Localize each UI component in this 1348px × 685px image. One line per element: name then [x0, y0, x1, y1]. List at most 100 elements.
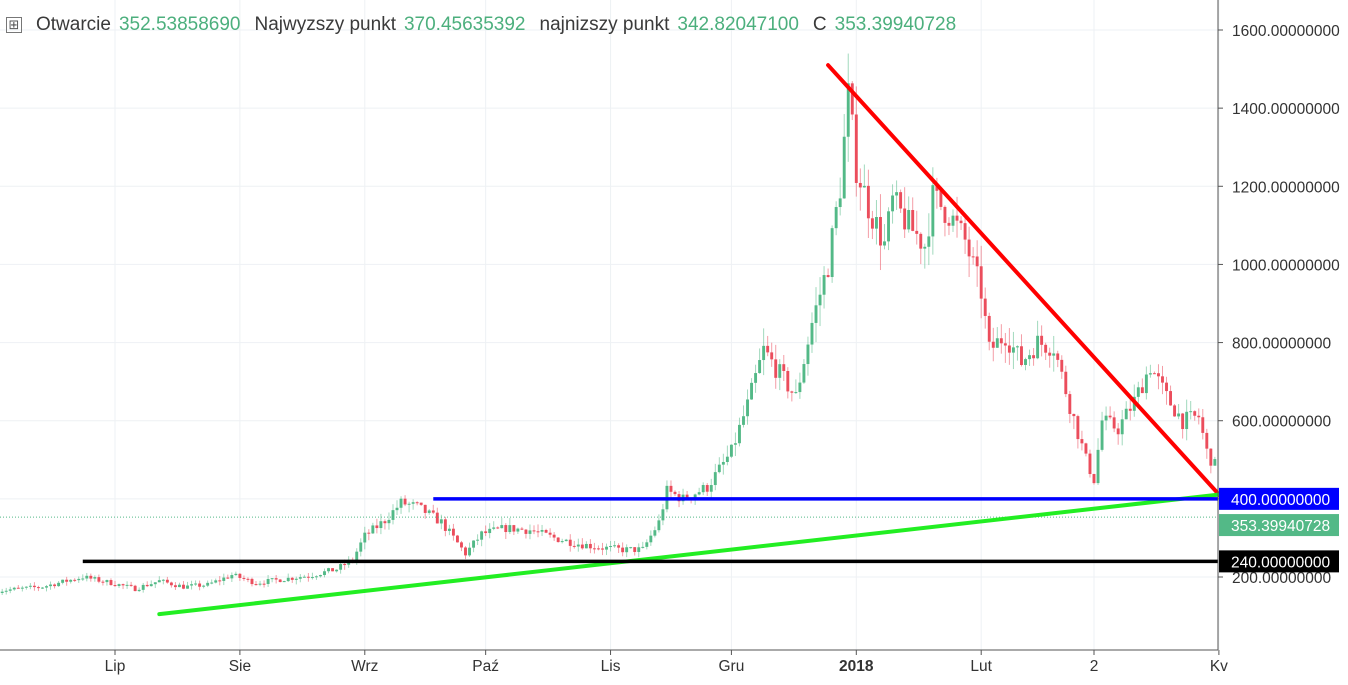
candle-body — [738, 424, 741, 444]
candle-body — [359, 542, 363, 552]
candle-body — [822, 275, 826, 295]
candle-body — [45, 586, 48, 588]
candle-body — [508, 525, 512, 533]
candle-body — [762, 345, 766, 361]
candle-body — [109, 580, 113, 586]
candle-body — [343, 564, 347, 566]
candle-body — [427, 510, 431, 513]
candle-body — [1044, 344, 1048, 353]
time-tick-label: Lip — [105, 658, 126, 675]
candle-body — [641, 546, 645, 548]
candle-body — [798, 382, 802, 393]
candle-body — [133, 585, 137, 592]
price-tick-label: 600.00000000 — [1232, 414, 1332, 431]
candlestick-series — [0, 53, 1217, 596]
candle-body — [8, 589, 12, 591]
candle-body — [854, 114, 858, 183]
candle-body — [721, 461, 725, 465]
candle-body — [838, 198, 842, 208]
candle-body — [278, 579, 282, 583]
candle-body — [371, 525, 375, 534]
candle-body — [1072, 413, 1076, 417]
candle-body — [443, 519, 447, 531]
time-axis[interactable]: Lip Sie Wrz Paź Lis Gru 2018 Lut 2 Kv — [0, 649, 1228, 675]
candle-body — [979, 266, 983, 299]
candle-body — [919, 233, 923, 249]
high-label: Najwyzszy punkt — [254, 14, 396, 35]
candle-body — [544, 529, 548, 533]
candle-body — [572, 545, 576, 547]
level-240-badge: 240.00000000 — [1219, 550, 1339, 573]
open-label: Otwarcie — [36, 14, 111, 35]
resistance-trendline[interactable] — [826, 63, 1225, 501]
price-badges: 400.00000000 240.00000000 353.39940728 — [1219, 487, 1339, 573]
candle-body — [61, 579, 65, 583]
candle-body — [375, 525, 379, 529]
candle-body — [214, 580, 218, 583]
candle-body — [568, 539, 572, 546]
candle-body — [826, 275, 830, 278]
candle-body — [472, 540, 476, 548]
candle-body — [1128, 408, 1132, 411]
price-tick-label: 1000.00000000 — [1232, 257, 1340, 274]
candle-body — [169, 582, 173, 586]
candle-body — [105, 580, 109, 583]
candle-body — [202, 585, 206, 587]
candle-body — [423, 504, 427, 513]
candle-body — [1024, 359, 1027, 365]
candle-body — [959, 220, 963, 224]
candle-body — [834, 207, 838, 229]
candle-body — [93, 577, 97, 579]
candle-body — [379, 521, 383, 529]
candle-body — [512, 525, 516, 532]
candle-body — [1011, 347, 1015, 353]
price-axis[interactable]: 200.00000000 400.00000000 600.00000000 800.… — [1217, 0, 1340, 650]
candle-body — [0, 591, 4, 593]
candle-body — [915, 230, 919, 234]
candle-body — [564, 539, 568, 542]
candle-body — [57, 582, 61, 587]
candle-body — [435, 512, 439, 524]
candle-body — [49, 584, 52, 587]
candle-body — [842, 136, 846, 199]
candle-body — [999, 338, 1003, 344]
time-tick-label: Lis — [601, 658, 621, 675]
candle-body — [178, 584, 181, 588]
candle-body — [806, 344, 810, 365]
candle-body — [101, 581, 105, 583]
candle-body — [1177, 413, 1181, 417]
candle-body — [1157, 373, 1160, 377]
candle-body — [955, 215, 959, 221]
candle-body — [729, 444, 733, 457]
candle-body — [923, 246, 927, 249]
candle-body — [733, 443, 737, 445]
candle-body — [866, 185, 870, 219]
candle-body — [165, 579, 169, 583]
candle-body — [323, 571, 326, 576]
price-tick-label: 1600.00000000 — [1232, 23, 1340, 40]
candle-body — [987, 315, 991, 342]
ohlc-legend: ⊞ Otwarcie 352.53858690 Najwyzszy punkt … — [6, 14, 956, 36]
candle-body — [339, 564, 343, 570]
candle-body — [685, 494, 689, 499]
candle-body — [697, 492, 701, 495]
candle-body — [439, 519, 443, 524]
candle-body — [286, 577, 290, 582]
candle-body — [794, 392, 798, 394]
candle-body — [1161, 376, 1164, 383]
candle-body — [500, 525, 504, 529]
candle-body — [496, 527, 500, 529]
candle-body — [770, 352, 774, 360]
candle-body — [383, 521, 387, 524]
candle-body — [1185, 411, 1189, 430]
candle-body — [85, 575, 89, 579]
candle-body — [137, 589, 141, 592]
support-trendline[interactable] — [157, 492, 1225, 617]
candle-body — [814, 305, 818, 323]
candle-body — [758, 360, 762, 374]
legend-toggle-icon[interactable]: ⊞ — [6, 17, 22, 33]
candle-body — [12, 587, 16, 590]
candle-body — [218, 580, 222, 582]
